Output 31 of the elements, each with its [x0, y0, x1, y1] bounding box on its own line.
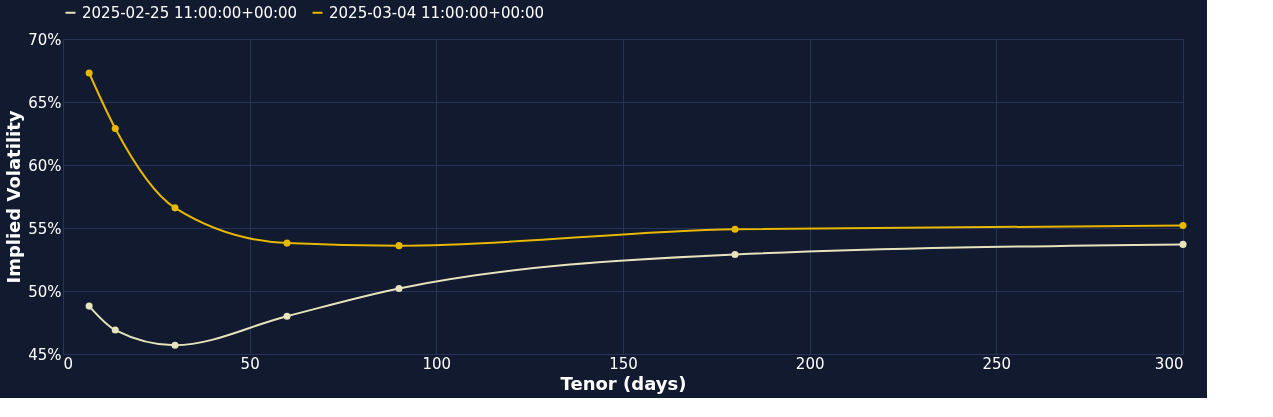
y-tick-label: 70% [28, 30, 62, 49]
point [171, 204, 179, 212]
point [283, 239, 291, 247]
point [171, 341, 179, 349]
x-axis-title: Tenor (days) [560, 372, 687, 394]
point [111, 124, 119, 132]
x-tick-label: 0 [63, 354, 74, 373]
point [85, 69, 93, 77]
x-tick-label: 300 [1154, 354, 1184, 373]
legend-label: 2025-02-25 11:00:00+00:00 [82, 3, 298, 22]
point [731, 225, 739, 233]
point [395, 284, 403, 293]
y-axis-title: Implied Volatility [3, 110, 25, 284]
point [111, 326, 119, 334]
x-tick-label: 50 [240, 354, 260, 373]
point [731, 250, 739, 258]
y-tick-label: 50% [28, 282, 62, 301]
point [1179, 240, 1187, 248]
legend-label: 2025-03-04 11:00:00+00:00 [329, 3, 545, 22]
x-tick-label: 250 [982, 354, 1012, 373]
point [395, 242, 403, 250]
point [283, 312, 291, 320]
y-tick-label: 65% [28, 93, 62, 112]
x-tick-label: 100 [422, 354, 452, 373]
y-tick-label: 45% [28, 345, 62, 364]
point [85, 302, 93, 310]
point [1179, 221, 1187, 230]
x-tick-label: 150 [609, 354, 638, 373]
y-tick-label: 55% [28, 219, 62, 238]
y-tick-label: 60% [28, 156, 62, 175]
x-tick-label: 200 [795, 354, 825, 373]
